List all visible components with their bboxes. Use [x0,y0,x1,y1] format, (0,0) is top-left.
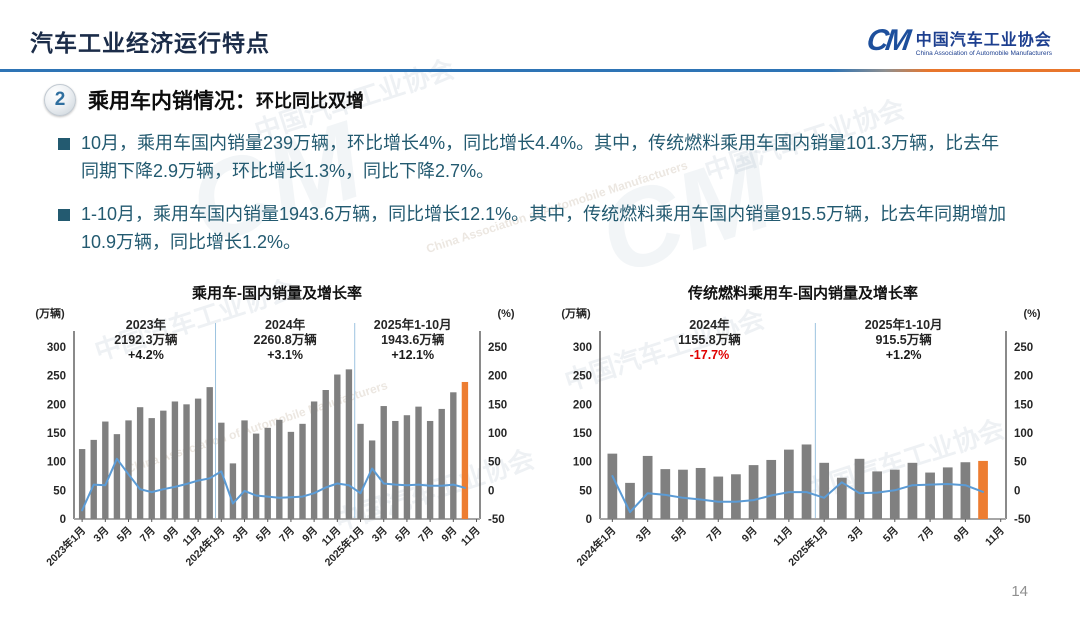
svg-text:3月: 3月 [91,525,111,545]
svg-text:5月: 5月 [254,525,274,545]
svg-text:3月: 3月 [231,525,251,545]
svg-text:50: 50 [1014,457,1027,469]
svg-text:100: 100 [488,428,507,440]
logo-mark-icon: CM [864,24,911,57]
svg-text:11月: 11月 [983,525,1007,549]
svg-text:100: 100 [47,457,66,469]
svg-text:0: 0 [1014,485,1020,497]
svg-text:(%): (%) [497,308,514,320]
svg-text:5月: 5月 [115,525,135,545]
svg-text:250: 250 [1014,342,1033,354]
bullet-item: 10月，乘用车国内销量239万辆，环比增长4%，同比增长4.4%。其中，传统燃料… [58,130,1016,186]
section-number-badge: 2 [44,84,76,116]
svg-text:7月: 7月 [916,525,936,545]
svg-text:7月: 7月 [704,525,724,545]
chart-title: 乘用车-国内销量及增长率 [192,285,362,302]
svg-text:-50: -50 [1014,514,1031,526]
passenger-car-sales-plot: (万辆) (%) 300 250 200 150 100 50 0 250 200 150 100 50 0… [35,306,515,569]
svg-text:200: 200 [488,371,507,383]
svg-text:7月: 7月 [138,525,158,545]
svg-text:50: 50 [488,457,501,469]
svg-text:50: 50 [579,485,592,497]
org-logo: CM 中国汽车工业协会 China Association of Automob… [864,24,1052,58]
svg-text:100: 100 [1014,428,1033,440]
svg-text:250: 250 [573,371,592,383]
svg-text:9月: 9月 [161,525,181,545]
bullet-list: 10月，乘用车国内销量239万辆，环比增长4%，同比增长4.4%。其中，传统燃料… [58,130,1016,272]
page-number: 14 [1011,583,1028,600]
svg-text:5月: 5月 [881,525,901,545]
bullet-square-icon [58,208,70,221]
bullet-text: 10月，乘用车国内销量239万辆，环比增长4%，同比增长4.4%。其中，传统燃料… [81,133,1000,181]
chart-title: 传统燃料乘用车-国内销量及增长率 [688,285,918,302]
svg-text:200: 200 [1014,371,1033,383]
svg-text:250: 250 [47,371,66,383]
logo-name-en: China Association of Automobile Manufact… [915,49,1052,57]
svg-text:7月: 7月 [277,525,297,545]
svg-text:9月: 9月 [951,525,971,545]
svg-text:100: 100 [573,457,592,469]
svg-text:50: 50 [53,485,66,497]
svg-text:250: 250 [488,342,507,354]
svg-text:150: 150 [488,399,507,411]
charts-row: 乘用车-国内销量及增长率 (万辆) (%) 300 250 200 150 100 50 0 25… [24,282,1056,599]
svg-text:150: 150 [573,428,592,440]
svg-text:11月: 11月 [459,525,483,549]
svg-text:5月: 5月 [393,525,413,545]
section-header: 2 乘用车内销情况： 环比同比双增 [44,84,364,116]
svg-text:0: 0 [60,514,66,526]
svg-text:3月: 3月 [634,525,654,545]
svg-text:2024年1月: 2024年1月 [574,524,619,569]
svg-text:5月: 5月 [669,525,689,545]
section-title: 乘用车内销情况： [88,90,256,113]
fuel-car-sales-chart: 传统燃料乘用车-国内销量及增长率 (万辆) (%) 300 250 200 150 100 5… [550,282,1056,599]
svg-text:9月: 9月 [740,525,760,545]
svg-text:2023年1月: 2023年1月 [44,524,89,569]
logo-name-zh: 中国汽车工业协会 [915,31,1052,49]
svg-text:(%): (%) [1023,308,1040,320]
svg-text:150: 150 [47,428,66,440]
bullet-item: 1-10月，乘用车国内销量1943.6万辆，同比增长12.1%。其中，传统燃料乘… [58,201,1016,257]
svg-text:0: 0 [586,514,592,526]
svg-text:7月: 7月 [416,525,436,545]
passenger-car-sales-chart: 乘用车-国内销量及增长率 (万辆) (%) 300 250 200 150 100 50 0 25… [24,282,530,599]
svg-text:11月: 11月 [771,525,795,549]
svg-text:300: 300 [47,342,66,354]
fuel-car-sales-plot: (万辆) (%) 300 250 200 150 100 50 0 250 200 150 100 50 0… [561,306,1041,569]
page-title: 汽车工业经济运行特点 [30,30,270,56]
header-divider [0,69,1080,72]
svg-text:3月: 3月 [846,525,866,545]
svg-text:200: 200 [573,399,592,411]
svg-text:(万辆): (万辆) [561,306,591,320]
svg-text:3月: 3月 [370,525,390,545]
svg-text:300: 300 [573,342,592,354]
svg-text:-50: -50 [488,514,505,526]
svg-text:0: 0 [488,485,494,497]
svg-text:9月: 9月 [439,525,459,545]
bullet-text: 1-10月，乘用车国内销量1943.6万辆，同比增长12.1%。其中，传统燃料乘… [81,203,1007,252]
svg-text:150: 150 [1014,399,1033,411]
svg-text:9月: 9月 [300,525,320,545]
svg-text:200: 200 [47,399,66,411]
section-subtitle: 环比同比双增 [256,91,364,111]
svg-text:(万辆): (万辆) [35,306,65,320]
bullet-square-icon [58,138,70,150]
